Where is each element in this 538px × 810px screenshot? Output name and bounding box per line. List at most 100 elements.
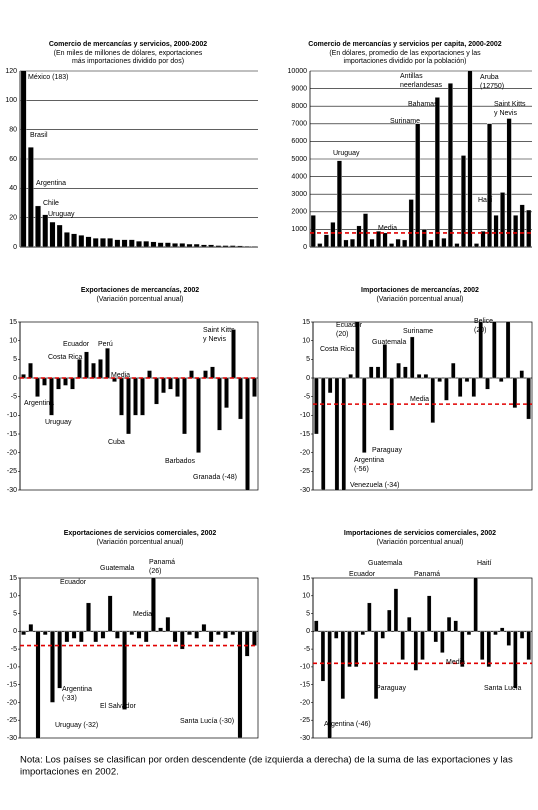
- bar: [382, 232, 388, 247]
- bar: [380, 631, 385, 639]
- bar: [21, 631, 26, 636]
- bar: [373, 631, 379, 700]
- bar: [42, 214, 49, 247]
- annotation: Media: [410, 396, 429, 403]
- bar: [165, 616, 171, 632]
- chart-subtitle: (Variación porcentual anual): [96, 296, 183, 303]
- chart-subtitle: más importaciones dividido por dos): [72, 58, 184, 65]
- y-tick-label: -25: [300, 717, 310, 724]
- bar: [334, 377, 340, 490]
- bar: [223, 631, 228, 639]
- bar: [172, 243, 178, 247]
- bar: [20, 71, 27, 247]
- bars: [20, 71, 258, 247]
- bar: [229, 245, 236, 247]
- bar: [85, 236, 92, 247]
- bar: [175, 377, 180, 397]
- bar: [341, 377, 346, 490]
- annotation: Chile: [43, 200, 59, 207]
- bar: [478, 322, 483, 379]
- bar: [408, 199, 414, 247]
- y-tick-label: 9000: [291, 85, 307, 92]
- bars: [21, 578, 257, 738]
- annotation: El Salvador: [100, 703, 136, 710]
- bar: [526, 377, 531, 420]
- annotation: Uruguay (-32): [55, 722, 98, 729]
- bar: [78, 235, 85, 247]
- bar: [168, 377, 173, 390]
- annotation: Argentina: [354, 457, 384, 464]
- bar: [187, 631, 192, 636]
- bar: [327, 631, 332, 738]
- bars: [310, 71, 532, 247]
- bar: [154, 377, 159, 405]
- annotation: Ecuador: [63, 341, 90, 348]
- y-tick-label: -5: [304, 394, 310, 401]
- bar: [143, 240, 150, 247]
- annotation: Media: [446, 659, 465, 666]
- bar: [519, 204, 525, 247]
- bar: [203, 370, 208, 379]
- bar: [42, 377, 47, 386]
- annotation: Media: [111, 372, 130, 379]
- y-tick-label: -10: [7, 412, 17, 419]
- y-tick-label: 15: [9, 575, 17, 582]
- bar: [208, 244, 214, 247]
- bar: [133, 377, 138, 416]
- bar: [389, 243, 395, 247]
- y-tick-label: 10: [302, 338, 310, 345]
- bar: [147, 370, 152, 379]
- annotation: Guatemala: [372, 339, 406, 346]
- bar: [407, 616, 412, 632]
- y-tick-label: 15: [9, 319, 17, 326]
- y-tick-label: 0: [13, 628, 17, 635]
- y-tick-label: 5000: [291, 156, 307, 163]
- annotation: (-56): [354, 466, 369, 473]
- chart-subtitle: (Variación porcentual anual): [96, 539, 183, 546]
- bar: [433, 631, 438, 643]
- bar: [158, 627, 163, 632]
- bar: [231, 329, 236, 379]
- y-tick-label: 4000: [291, 173, 307, 180]
- bar: [196, 377, 201, 453]
- annotation: Belice: [474, 318, 493, 325]
- bar: [467, 71, 473, 247]
- y-tick-label: 80: [9, 127, 17, 134]
- bar: [86, 602, 91, 632]
- annotation: Panamá: [149, 559, 175, 566]
- y-tick-label: -10: [7, 664, 17, 671]
- bar: [186, 243, 193, 247]
- y-tick-label: 5: [13, 356, 17, 363]
- bar: [208, 631, 214, 643]
- annotation: Uruguay: [45, 419, 72, 426]
- bar: [513, 631, 518, 689]
- bar: [157, 242, 164, 247]
- bar: [353, 631, 359, 668]
- bar: [179, 631, 185, 650]
- annotation: (20): [474, 327, 486, 334]
- y-tick-label: 0: [303, 244, 307, 251]
- bar: [105, 347, 110, 379]
- bar: [320, 631, 326, 682]
- y-tick-label: 60: [9, 156, 17, 163]
- chart-title: Comercio de mercancías y servicios per c…: [308, 41, 501, 48]
- bar: [492, 322, 497, 379]
- bar: [121, 239, 128, 247]
- annotation: Uruguay: [333, 150, 360, 157]
- y-tick-label: 10: [302, 593, 310, 600]
- y-tick-label: 15: [302, 319, 310, 326]
- bar: [376, 231, 381, 247]
- y-tick-label: 3000: [291, 191, 307, 198]
- annotation: Aruba: [480, 74, 499, 81]
- chart-title: Exportaciones de mercancías, 2002: [81, 287, 199, 294]
- annotation: Argentina: [62, 686, 92, 693]
- note: importaciones en 2002.: [20, 767, 119, 778]
- annotation: Antillas: [400, 73, 423, 80]
- chart-title: Importaciones de servicios comerciales, …: [344, 530, 496, 537]
- annotation: (12750): [480, 83, 504, 90]
- annotation: Bahamas: [408, 101, 438, 108]
- y-tick-label: -30: [300, 735, 310, 742]
- bar: [428, 239, 434, 247]
- bar: [485, 377, 490, 390]
